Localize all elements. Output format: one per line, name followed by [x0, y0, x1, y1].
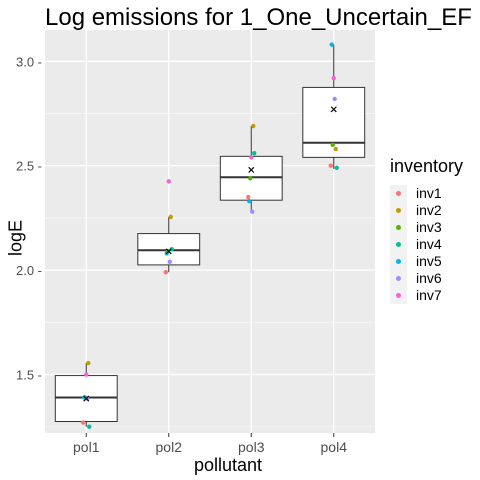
legend-label: inv4: [416, 236, 442, 252]
x-tick-label: pol1: [73, 439, 100, 455]
data-point: [163, 270, 168, 275]
mean-marker-stroke: [330, 106, 337, 113]
chart-title: Log emissions for 1_One_Uncertain_EF: [45, 4, 472, 31]
y-axis: 1.5 - 2.0 - 2.5 - 3.0 -: [16, 54, 42, 382]
data-point: [247, 199, 252, 204]
mean-marker-stroke: [83, 395, 90, 402]
data-point: [86, 360, 91, 366]
legend-dot: [396, 259, 401, 264]
x-axis-label: pollutant: [193, 455, 263, 475]
mean-marker: [330, 106, 337, 113]
x-axis: pol1 pol2 pol3 pol4: [73, 433, 347, 455]
legend-item-inv1: inv1: [390, 185, 463, 202]
legend: inventory inv1 inv2 inv3 inv4 inv5 inv6 inv7: [390, 156, 463, 304]
legend-item-inv2: inv2: [390, 202, 463, 219]
x-tick-label: pol3: [238, 439, 265, 455]
legend-label: inv7: [416, 287, 442, 303]
data-point: [333, 146, 338, 152]
legend-key: [390, 185, 407, 202]
data-point: [334, 165, 339, 171]
x-tick-label: pol4: [321, 439, 348, 455]
legend-key: [390, 287, 407, 304]
data-point: [250, 209, 255, 214]
data-point: [167, 259, 172, 264]
mean-marker-layer: [83, 106, 337, 402]
legend-label: inv1: [416, 185, 442, 201]
data-point: [85, 396, 90, 401]
legend-label: inv6: [416, 270, 442, 286]
data-point: [166, 179, 171, 184]
data-point: [169, 247, 174, 252]
legend-key: [390, 270, 407, 287]
data-point: [332, 96, 337, 102]
mean-marker-stroke: [165, 248, 172, 255]
legend-dot: [396, 225, 401, 230]
data-point: [168, 214, 173, 220]
legend-dot: [396, 242, 401, 247]
data-point: [81, 420, 86, 425]
data-point: [330, 142, 335, 148]
mean-marker: [165, 248, 172, 255]
y-axis-label: logE: [5, 219, 26, 257]
mean-marker: [83, 395, 90, 402]
legend-items: inv1 inv2 inv3 inv4 inv5 inv6 inv7: [390, 185, 463, 304]
data-point: [329, 42, 334, 47]
data-point: [252, 150, 257, 156]
legend-key: [390, 202, 407, 219]
mean-marker-stroke: [248, 166, 255, 173]
data-point: [246, 194, 251, 200]
legend-key: [390, 236, 407, 253]
legend-dot: [396, 191, 401, 196]
data-point: [328, 163, 333, 168]
legend-key: [390, 253, 407, 270]
data-point: [248, 176, 253, 181]
grid-lines: [45, 30, 375, 433]
legend-dot: [396, 276, 401, 281]
y-tick-label: 1.5 -: [16, 368, 42, 383]
legend-label: inv2: [416, 202, 442, 218]
legend-item-inv4: inv4: [390, 236, 463, 253]
point-layer: [81, 42, 339, 429]
data-point: [251, 123, 256, 129]
legend-item-inv7: inv7: [390, 287, 463, 304]
y-tick-label: 3.0 -: [16, 54, 42, 69]
data-point: [331, 75, 336, 81]
legend-item-inv6: inv6: [390, 270, 463, 287]
data-point: [249, 155, 254, 160]
legend-key: [390, 219, 407, 236]
mean-marker: [248, 166, 255, 173]
data-point: [87, 424, 92, 429]
box-pol2: [137, 233, 201, 266]
data-point: [84, 372, 89, 377]
legend-dot: [396, 293, 401, 298]
x-tick-label: pol2: [156, 439, 183, 455]
legend-title: inventory: [390, 156, 464, 176]
legend-label: inv5: [416, 253, 442, 269]
legend-label: inv3: [416, 219, 442, 235]
legend-dot: [396, 208, 401, 213]
y-tick-label: 2.5 -: [16, 159, 42, 174]
y-tick-label: 2.0 -: [16, 263, 42, 278]
legend-item-inv5: inv5: [390, 253, 463, 270]
legend-item-inv3: inv3: [390, 219, 463, 236]
